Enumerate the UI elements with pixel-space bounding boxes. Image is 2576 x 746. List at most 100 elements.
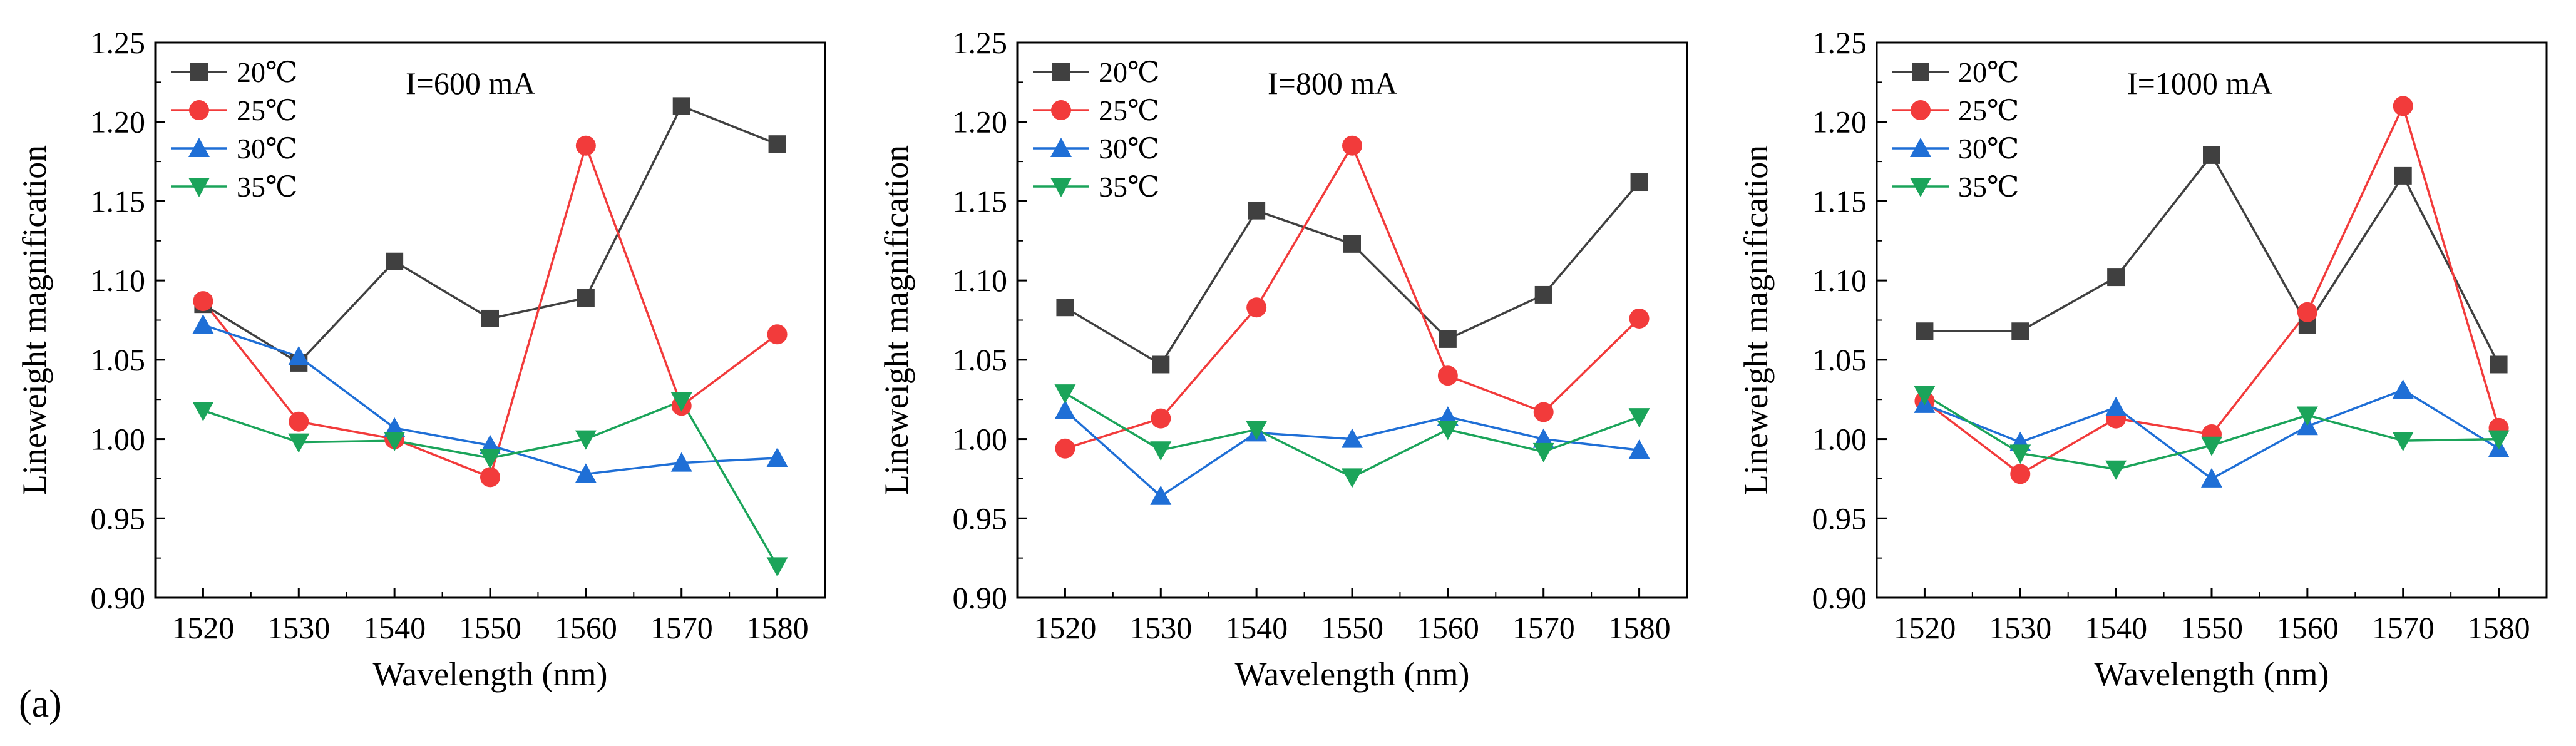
data-point-s2-p5 xyxy=(2297,302,2317,322)
data-point-s4-p6 xyxy=(2392,432,2414,452)
data-point-s1-p4 xyxy=(2203,146,2220,164)
data-point-s4-p6 xyxy=(1532,442,1554,462)
legend-marker-1 xyxy=(1912,63,1929,81)
legend-marker-4 xyxy=(1050,178,1072,197)
data-point-s1-p4 xyxy=(1343,235,1361,253)
legend-label-3: 30℃ xyxy=(1958,133,2019,165)
figure-label: (a) xyxy=(19,683,62,725)
y-axis-title: Lineweight magnification xyxy=(878,145,915,495)
chart-panel-3: 0.90 0.95 1.00 1.05 1.10 1.15 1.20 1.25 1520 1530… xyxy=(1737,25,2548,693)
data-point-s4-p1 xyxy=(1914,386,1936,406)
data-point-s1-p1 xyxy=(1916,322,1934,340)
y-tick-label: 1.00 xyxy=(91,422,146,457)
x-tick-label: 1530 xyxy=(267,610,330,645)
y-tick-label: 1.05 xyxy=(1812,342,1867,377)
data-point-s4-p7 xyxy=(2488,430,2510,450)
data-point-s4-p4 xyxy=(1342,468,1363,488)
legend-label-1: 20℃ xyxy=(1099,56,1159,88)
data-point-s4-p5 xyxy=(1437,421,1459,441)
data-point-s4-p3 xyxy=(1246,421,1268,441)
y-tick-label: 1.10 xyxy=(953,263,1008,298)
x-axis-title: Wavelength (nm) xyxy=(2094,655,2329,693)
data-point-s2-p7 xyxy=(1629,308,1650,329)
data-point-s3-p4 xyxy=(480,434,501,454)
y-tick-label: 1.20 xyxy=(1812,105,1867,140)
data-point-s1-p3 xyxy=(2107,268,2125,287)
y-tick-label: 1.25 xyxy=(1812,25,1867,60)
y-tick-label: 1.05 xyxy=(953,342,1008,377)
series-line-1 xyxy=(1064,181,1640,366)
x-tick-label: 1550 xyxy=(2180,610,2243,645)
data-point-s1-p7 xyxy=(1630,173,1648,192)
data-point-s4-p3 xyxy=(2105,460,2127,480)
data-point-s3-p6 xyxy=(1532,428,1554,448)
legend-label-3: 30℃ xyxy=(1099,133,1159,165)
y-tick-label: 0.95 xyxy=(1812,501,1867,536)
data-point-s4-p3 xyxy=(384,432,406,452)
y-tick-label: 1.25 xyxy=(953,25,1008,60)
y-tick-label: 1.15 xyxy=(91,183,146,218)
data-point-s3-p3 xyxy=(384,417,406,437)
data-point-s2-p2 xyxy=(289,411,309,432)
legend-label-4: 35℃ xyxy=(237,171,297,203)
data-point-s2-p5 xyxy=(1437,365,1458,386)
x-tick-label: 1560 xyxy=(555,610,617,645)
data-point-s2-p6 xyxy=(1533,402,1554,422)
y-tick-label: 0.90 xyxy=(953,580,1008,615)
chart-annotation: I=1000 mA xyxy=(2127,66,2272,101)
x-tick-label: 1550 xyxy=(459,610,521,645)
data-point-s3-p7 xyxy=(1628,439,1650,459)
x-tick-label: 1570 xyxy=(1512,610,1575,645)
x-tick-label: 1550 xyxy=(1321,610,1383,645)
data-point-s1-p7 xyxy=(2490,355,2508,374)
legend-marker-1 xyxy=(190,63,208,81)
y-tick-label: 0.95 xyxy=(953,501,1008,536)
x-tick-label: 1560 xyxy=(1417,610,1479,645)
data-point-s2-p2 xyxy=(2010,464,2031,484)
data-point-s1-p1 xyxy=(1056,299,1074,317)
data-point-s3-p1 xyxy=(1054,399,1076,419)
data-point-s1-p3 xyxy=(1248,202,1266,220)
legend-marker-4 xyxy=(1910,178,1931,197)
y-tick-label: 1.10 xyxy=(91,263,146,298)
data-point-s4-p2 xyxy=(1150,441,1172,461)
legend-marker-1 xyxy=(1052,63,1070,81)
data-point-s3-p5 xyxy=(575,463,597,483)
data-point-s1-p2 xyxy=(2011,322,2029,340)
x-tick-label: 1580 xyxy=(2468,610,2530,645)
data-point-s1-p6 xyxy=(1534,285,1552,304)
data-point-s3-p1 xyxy=(192,314,214,334)
data-point-s3-p2 xyxy=(1150,485,1172,505)
legend-label-1: 20℃ xyxy=(237,56,297,88)
legend-marker-2 xyxy=(189,100,209,120)
y-axis-title: Lineweight magnification xyxy=(1737,145,1775,495)
legend-label-2: 25℃ xyxy=(1099,95,1159,126)
chart-panel-2: 0.90 0.95 1.00 1.05 1.10 1.15 1.20 1.25 1520 1530… xyxy=(878,25,1688,693)
y-tick-label: 1.20 xyxy=(91,105,146,140)
data-point-s1-p6 xyxy=(2394,166,2412,185)
y-tick-label: 1.25 xyxy=(91,25,146,60)
data-point-s3-p3 xyxy=(2105,396,2127,416)
x-tick-label: 1570 xyxy=(2372,610,2435,645)
data-point-s4-p7 xyxy=(1628,408,1650,428)
data-point-s4-p6 xyxy=(670,392,692,412)
data-point-s4-p4 xyxy=(2201,436,2222,456)
data-point-s2-p6 xyxy=(2393,96,2413,116)
y-tick-label: 1.00 xyxy=(953,422,1008,457)
data-point-s2-p3 xyxy=(1246,297,1267,318)
data-point-s3-p7 xyxy=(766,447,788,467)
legend-label-2: 25℃ xyxy=(1958,95,2019,126)
y-tick-label: 1.15 xyxy=(1812,183,1867,218)
data-point-s2-p5 xyxy=(575,135,596,156)
y-tick-label: 0.90 xyxy=(1812,580,1867,615)
legend-label-4: 35℃ xyxy=(1958,171,2019,203)
data-point-s3-p5 xyxy=(1437,406,1459,426)
data-point-s4-p2 xyxy=(288,433,310,453)
legend-marker-3 xyxy=(1910,138,1931,157)
legend-label-2: 25℃ xyxy=(237,95,297,126)
y-tick-label: 1.20 xyxy=(953,105,1008,140)
data-point-s2-p2 xyxy=(1151,408,1171,429)
data-point-s2-p7 xyxy=(767,324,788,345)
x-tick-label: 1540 xyxy=(1225,610,1288,645)
x-tick-label: 1560 xyxy=(2276,610,2339,645)
